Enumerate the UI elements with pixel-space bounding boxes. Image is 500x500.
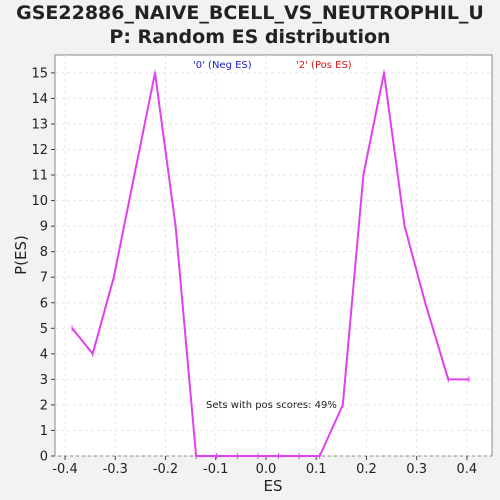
es-distribution-line — [71, 71, 469, 457]
x-tick-label: -0.4 — [52, 462, 77, 477]
series-layer — [71, 69, 470, 459]
y-tick-label: 12 — [31, 143, 48, 158]
chart-title-line1: GSE22886_NAIVE_BCELL_VS_NEUTROPHIL_U — [16, 2, 484, 24]
y-tick-label: 15 — [31, 66, 48, 81]
y-tick-label: 6 — [40, 296, 48, 311]
x-tick-label: 0.1 — [306, 462, 327, 477]
y-tick-label: 13 — [31, 117, 48, 132]
x-tick-label: 0.4 — [457, 462, 478, 477]
x-tick-label: 0.0 — [256, 462, 277, 477]
y-tick-label: 9 — [40, 220, 48, 235]
y-tick-label: 2 — [40, 398, 48, 413]
plot-area — [54, 54, 493, 457]
x-tick-label: -0.2 — [153, 462, 178, 477]
y-tick-label: 8 — [40, 245, 48, 260]
x-axis-label: ES — [264, 477, 283, 495]
x-tick-label: -0.1 — [203, 462, 228, 477]
x-tick-label: 0.2 — [356, 462, 377, 477]
grid-lines — [55, 55, 492, 457]
y-tick-label: 1 — [40, 424, 48, 439]
legend-neg-es: '0' (Neg ES) — [193, 60, 252, 71]
y-tick-label: 7 — [40, 271, 48, 286]
x-tick-label: -0.3 — [103, 462, 128, 477]
y-tick-label: 11 — [31, 169, 48, 184]
y-tick-label: 4 — [40, 347, 48, 362]
y-axis-label: P(ES) — [12, 235, 30, 275]
chart-title-line2: P: Random ES distribution — [109, 26, 390, 48]
y-tick-label: 10 — [31, 194, 48, 209]
y-tick-label: 3 — [40, 373, 48, 388]
y-tick-label: 5 — [40, 322, 48, 337]
x-tick-label: 0.3 — [406, 462, 427, 477]
legend-pos-es: '2' (Pos ES) — [296, 60, 352, 71]
y-tick-label: 0 — [40, 450, 48, 465]
y-tick-label: 14 — [31, 92, 48, 107]
pos-scores-annotation: Sets with pos scores: 49% — [206, 400, 337, 411]
